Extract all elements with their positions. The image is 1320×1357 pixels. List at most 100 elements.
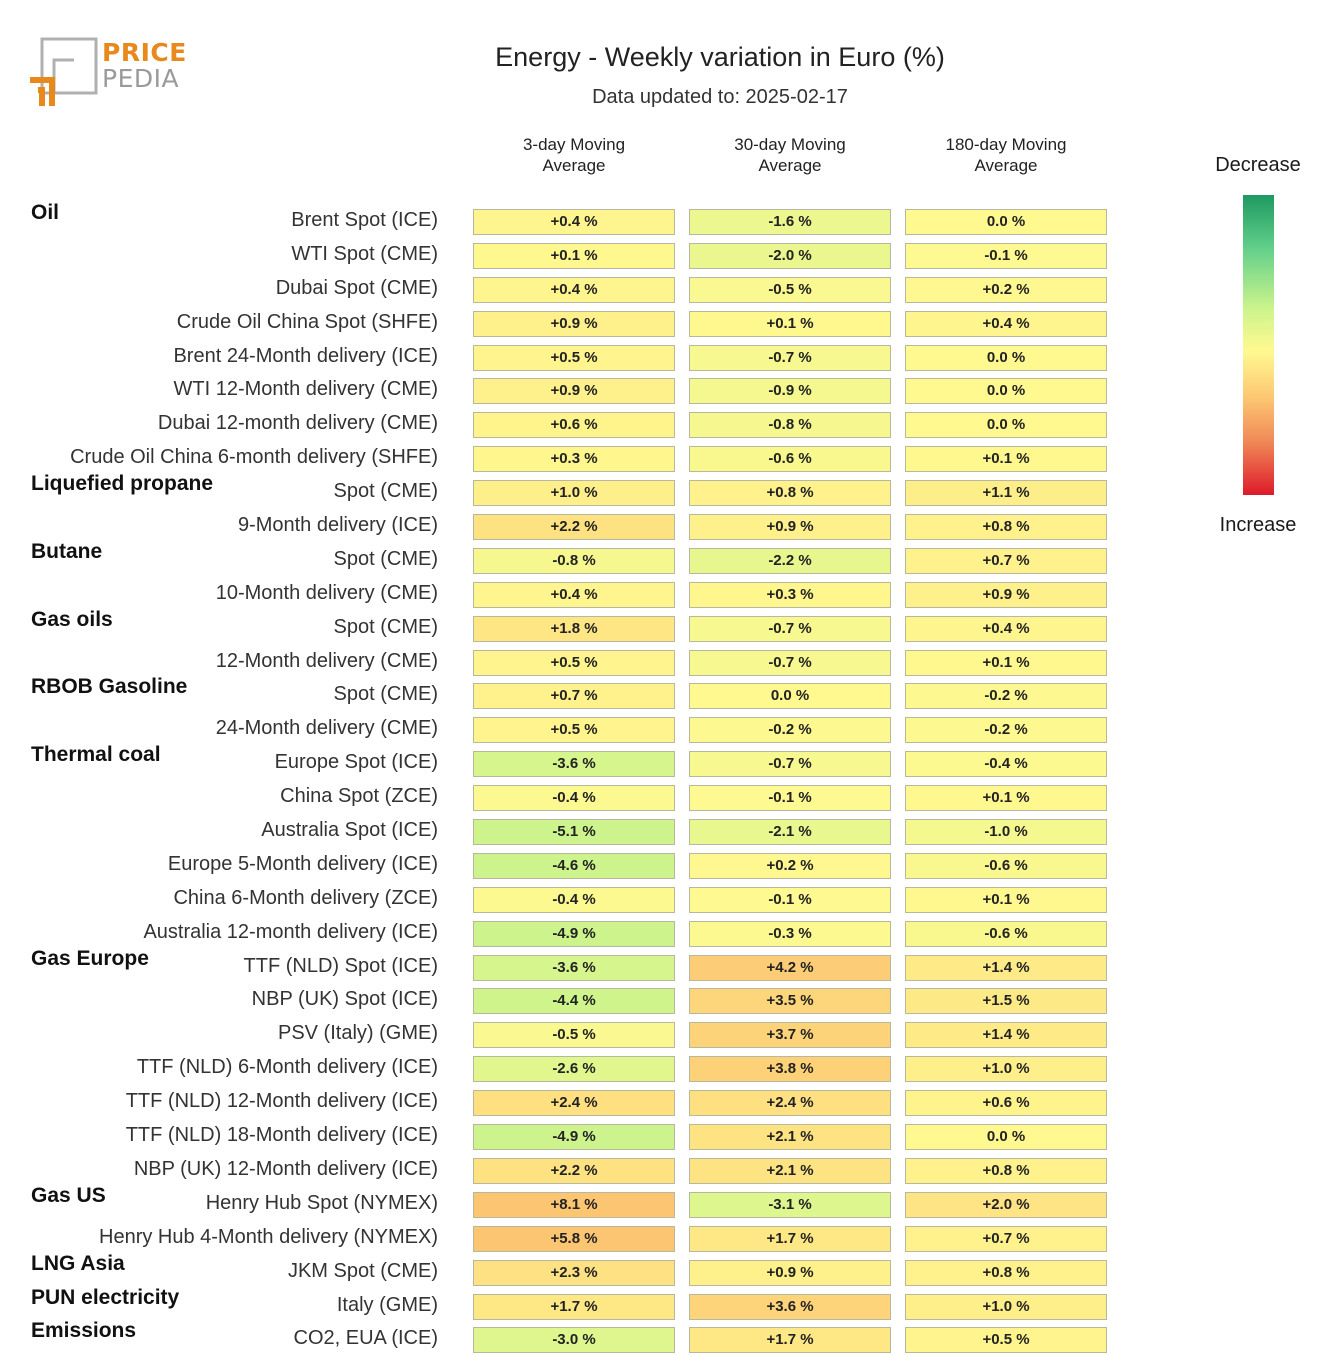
series-label: Henry Hub 4-Month delivery (NYMEX) [99,1225,438,1248]
table-row: TTF (NLD) 6-Month delivery (ICE) -2.6 % +3… [0,1051,1130,1085]
value-cell: +2.4 % [689,1090,891,1117]
table-row: Gas US Henry Hub Spot (NYMEX) +8.1 % -3.1 %… [0,1184,1130,1221]
value-cell: 0.0 % [905,378,1107,405]
table-row: Butane Spot (CME) -0.8 % -2.2 % +0.7 % [0,539,1130,577]
value-cell: +0.1 % [689,310,891,337]
series-label: TTF (NLD) 12-Month delivery (ICE) [125,1090,438,1113]
table-row: Liquefied propane Spot (CME) +1.0 % +0.8 % +… [0,472,1130,509]
value-cell: -2.0 % [689,242,891,269]
value-cell: +1.4 % [905,954,1107,981]
value-cell: +0.9 % [473,378,675,405]
series-label: 12-Month delivery (CME) [215,649,438,672]
group-label: RBOB Gasoline [31,675,188,699]
value-cell: +0.6 % [473,412,675,439]
logo-word-price: PRICE [102,38,187,67]
value-cell: +0.9 % [689,1259,891,1286]
legend-decrease-label: Decrease [1215,154,1301,176]
table-row: RBOB Gasoline Spot (CME) +0.7 % 0.0 % -0.2 % [0,675,1130,712]
value-cell: +1.0 % [905,1293,1107,1320]
column-header-30day: 30-day Moving Average [734,135,846,175]
variation-table: Oil Brent Spot (ICE) +0.4 % -1.6 % 0.0 % WTI … [0,201,1130,1356]
value-cell: +1.4 % [905,1022,1107,1049]
series-label: China 6-Month delivery (ZCE) [173,886,438,909]
table-row: Gas oils Spot (CME) +1.8 % -0.7 % +0.4 % [0,607,1130,645]
series-label: NBP (UK) 12-Month delivery (ICE) [133,1157,438,1180]
series-label: WTI Spot (CME) [291,242,438,265]
series-label: Spot (CME) [333,615,438,638]
table-row: NBP (UK) 12-Month delivery (ICE) +2.2 % +2… [0,1153,1130,1187]
value-cell: +3.6 % [689,1293,891,1320]
value-cell: -3.6 % [473,954,675,981]
series-label: TTF (NLD) 18-Month delivery (ICE) [125,1124,438,1147]
series-label: Dubai 12-month delivery (CME) [157,412,438,435]
table-row: 12-Month delivery (CME) +0.5 % -0.7 % +0.1 … [0,645,1130,679]
value-cell: +0.3 % [473,446,675,473]
value-cell: -0.1 % [905,242,1107,269]
value-cell: -4.6 % [473,852,675,879]
table-row: Brent 24-Month delivery (ICE) +0.5 % -0.7 … [0,340,1130,374]
value-cell: 0.0 % [689,683,891,710]
value-cell: +0.8 % [905,514,1107,541]
value-cell: +0.1 % [905,446,1107,473]
series-label: NBP (UK) Spot (ICE) [251,988,438,1011]
value-cell: +2.0 % [905,1191,1107,1218]
series-label: TTF (NLD) 6-Month delivery (ICE) [136,1056,438,1079]
series-label: 24-Month delivery (CME) [215,717,438,740]
value-cell: -0.9 % [689,378,891,405]
series-label: Spot (CME) [333,683,438,706]
value-cell: +0.7 % [473,683,675,710]
value-cell: -0.6 % [689,446,891,473]
value-cell: +0.7 % [905,1225,1107,1252]
table-row: Henry Hub 4-Month delivery (NYMEX) +5.8 %… [0,1221,1130,1255]
table-row: China Spot (ZCE) -0.4 % -0.1 % +0.1 % [0,780,1130,814]
table-row: Europe 5-Month delivery (ICE) -4.6 % +0.2 … [0,848,1130,882]
series-label: TTF (NLD) Spot (ICE) [243,954,438,977]
legend-color-bar [1243,195,1274,495]
table-row: Emissions CO2, EUA (ICE) -3.0 % +1.7 % +0.5 … [0,1319,1130,1356]
value-cell: +0.5 % [905,1327,1107,1354]
value-cell: -0.2 % [689,717,891,744]
value-cell: +0.5 % [473,649,675,676]
series-label: Australia Spot (ICE) [261,819,438,842]
value-cell: +2.2 % [473,514,675,541]
value-cell: 0.0 % [905,1124,1107,1151]
value-cell: -3.0 % [473,1327,675,1354]
value-cell: -0.2 % [905,717,1107,744]
series-label: PSV (Italy) (GME) [277,1022,438,1045]
value-cell: -4.9 % [473,920,675,947]
value-cell: -4.4 % [473,988,675,1015]
value-cell: 0.0 % [905,209,1107,235]
series-label: Spot (CME) [333,547,438,570]
value-cell: +1.7 % [689,1225,891,1252]
value-cell: +0.5 % [473,717,675,744]
table-row: Australia 12-month delivery (ICE) -4.9 % -… [0,916,1130,950]
group-label: Gas Europe [31,946,149,970]
table-row: Dubai 12-month delivery (CME) +0.6 % -0.8 … [0,407,1130,441]
group-label: PUN electricity [31,1285,180,1309]
value-cell: +8.1 % [473,1191,675,1218]
table-row: Thermal coal Europe Spot (ICE) -3.6 % -0.7 … [0,743,1130,780]
value-cell: -0.2 % [905,683,1107,710]
group-label: Thermal coal [31,743,161,767]
value-cell: -0.5 % [473,1022,675,1049]
group-label: Gas oils [31,607,113,631]
table-row: NBP (UK) Spot (ICE) -4.4 % +3.5 % +1.5 % [0,983,1130,1017]
table-row: Crude Oil China 6-month delivery (SHFE) +… [0,441,1130,475]
group-label: Butane [31,539,103,563]
value-cell: +0.1 % [905,649,1107,676]
value-cell: +0.7 % [905,547,1107,574]
value-cell: +2.2 % [473,1157,675,1184]
table-row: TTF (NLD) 18-Month delivery (ICE) -4.9 % +… [0,1119,1130,1153]
value-cell: +0.9 % [905,581,1107,608]
value-cell: 0.0 % [905,412,1107,439]
value-cell: -2.6 % [473,1056,675,1083]
series-label: Brent Spot (ICE) [291,209,438,231]
series-label: Europe 5-Month delivery (ICE) [167,852,438,875]
series-label: Europe Spot (ICE) [274,751,438,774]
value-cell: +2.1 % [689,1124,891,1151]
group-label: Liquefied propane [31,472,214,496]
value-cell: +3.7 % [689,1022,891,1049]
series-label: 10-Month delivery (CME) [215,581,438,604]
value-cell: -0.1 % [689,886,891,913]
series-label: Brent 24-Month delivery (ICE) [173,344,438,367]
